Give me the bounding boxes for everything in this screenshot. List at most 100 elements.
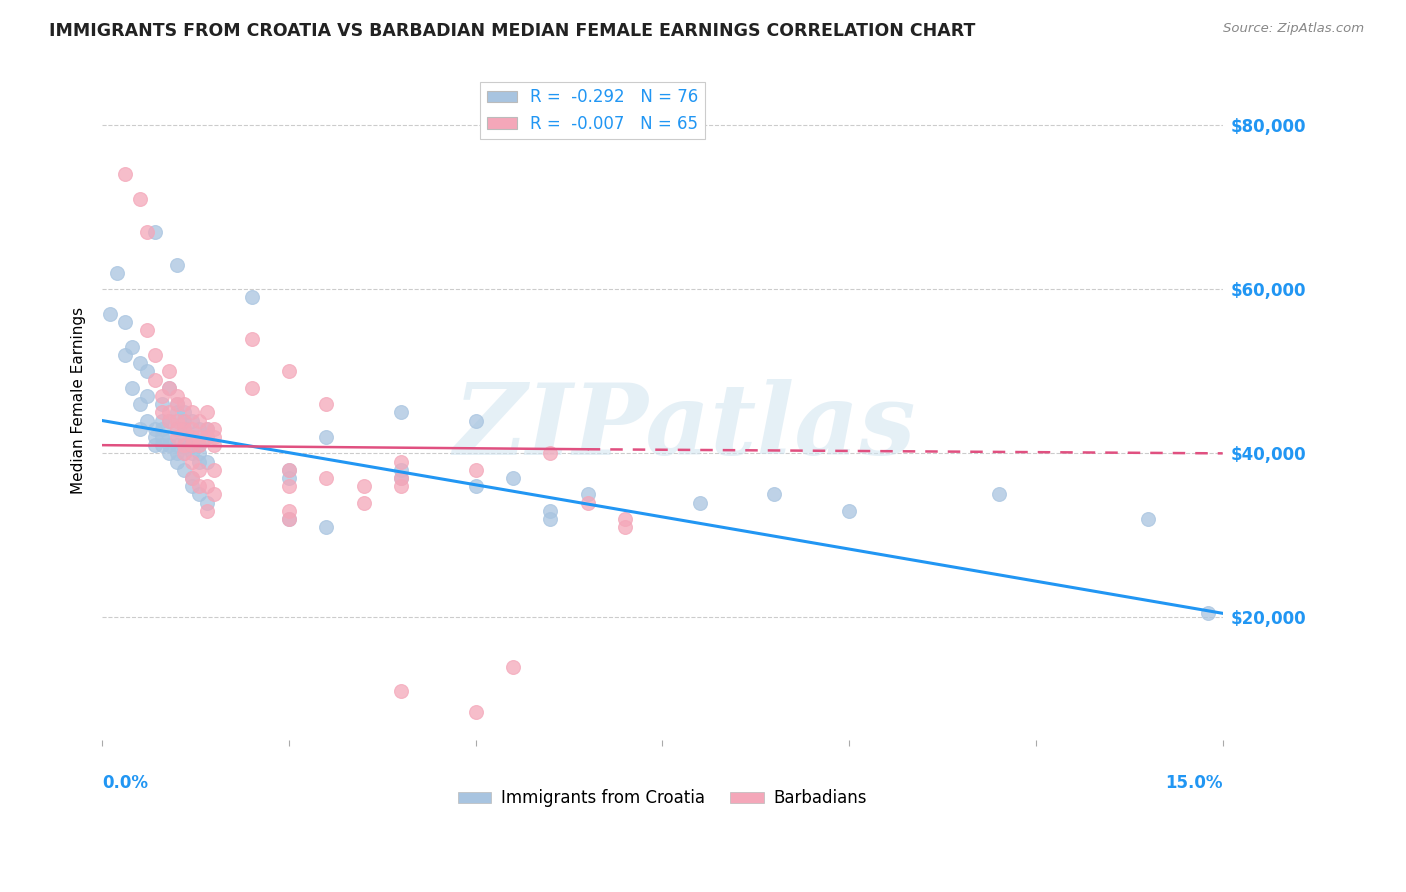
Point <box>315 471 337 485</box>
Point <box>180 430 202 444</box>
Point <box>195 504 218 518</box>
Point <box>464 463 486 477</box>
Point <box>166 430 188 444</box>
Point <box>128 356 150 370</box>
Point <box>180 479 202 493</box>
Text: 0.0%: 0.0% <box>103 774 148 792</box>
Point <box>173 422 195 436</box>
Point <box>502 471 524 485</box>
Text: Source: ZipAtlas.com: Source: ZipAtlas.com <box>1223 22 1364 36</box>
Point <box>159 381 181 395</box>
Point <box>166 397 188 411</box>
Point <box>166 258 188 272</box>
Point <box>180 454 202 468</box>
Point <box>180 422 202 436</box>
Point <box>159 446 181 460</box>
Point <box>464 705 486 719</box>
Point <box>143 422 166 436</box>
Point <box>114 348 136 362</box>
Point <box>166 422 188 436</box>
Point <box>173 463 195 477</box>
Point <box>195 430 218 444</box>
Point <box>150 389 173 403</box>
Point <box>150 413 173 427</box>
Point <box>159 430 181 444</box>
Point <box>389 454 412 468</box>
Point <box>159 405 181 419</box>
Point <box>353 479 375 493</box>
Point <box>195 479 218 493</box>
Point <box>136 413 159 427</box>
Point <box>202 463 225 477</box>
Point <box>166 405 188 419</box>
Point <box>150 438 173 452</box>
Point <box>389 479 412 493</box>
Point <box>180 438 202 452</box>
Point <box>150 397 173 411</box>
Point <box>278 479 301 493</box>
Point <box>576 495 599 509</box>
Point <box>538 446 561 460</box>
Point <box>114 168 136 182</box>
Point <box>173 438 195 452</box>
Point <box>202 422 225 436</box>
Point <box>278 463 301 477</box>
Point <box>159 413 181 427</box>
Point <box>763 487 786 501</box>
Point <box>987 487 1010 501</box>
Point <box>202 438 225 452</box>
Point <box>278 364 301 378</box>
Point <box>195 422 218 436</box>
Point <box>143 225 166 239</box>
Point <box>173 413 195 427</box>
Point <box>143 348 166 362</box>
Point <box>114 315 136 329</box>
Point <box>195 495 218 509</box>
Point <box>166 389 188 403</box>
Point <box>150 422 173 436</box>
Point <box>136 323 159 337</box>
Point <box>143 438 166 452</box>
Point <box>180 438 202 452</box>
Point <box>389 684 412 698</box>
Point <box>240 291 263 305</box>
Point <box>195 405 218 419</box>
Point <box>159 413 181 427</box>
Point <box>166 446 188 460</box>
Point <box>166 413 188 427</box>
Point <box>166 422 188 436</box>
Point <box>389 471 412 485</box>
Point <box>180 405 202 419</box>
Point <box>188 422 211 436</box>
Point <box>389 405 412 419</box>
Point <box>173 397 195 411</box>
Point <box>166 454 188 468</box>
Point <box>136 389 159 403</box>
Point <box>278 471 301 485</box>
Legend: Immigrants from Croatia, Barbadians: Immigrants from Croatia, Barbadians <box>451 782 873 814</box>
Point <box>121 340 143 354</box>
Point <box>838 504 860 518</box>
Text: 15.0%: 15.0% <box>1166 774 1223 792</box>
Point <box>278 463 301 477</box>
Point <box>1136 512 1159 526</box>
Text: IMMIGRANTS FROM CROATIA VS BARBADIAN MEDIAN FEMALE EARNINGS CORRELATION CHART: IMMIGRANTS FROM CROATIA VS BARBADIAN MED… <box>49 22 976 40</box>
Point <box>538 512 561 526</box>
Point <box>166 397 188 411</box>
Point <box>98 307 121 321</box>
Point <box>188 454 211 468</box>
Point <box>188 479 211 493</box>
Point <box>173 430 195 444</box>
Point <box>159 381 181 395</box>
Point <box>180 413 202 427</box>
Point <box>195 454 218 468</box>
Point <box>278 512 301 526</box>
Point <box>173 446 195 460</box>
Point <box>105 266 128 280</box>
Y-axis label: Median Female Earnings: Median Female Earnings <box>72 307 86 493</box>
Point <box>315 520 337 534</box>
Point <box>389 463 412 477</box>
Point <box>136 364 159 378</box>
Point <box>143 430 166 444</box>
Point <box>173 413 195 427</box>
